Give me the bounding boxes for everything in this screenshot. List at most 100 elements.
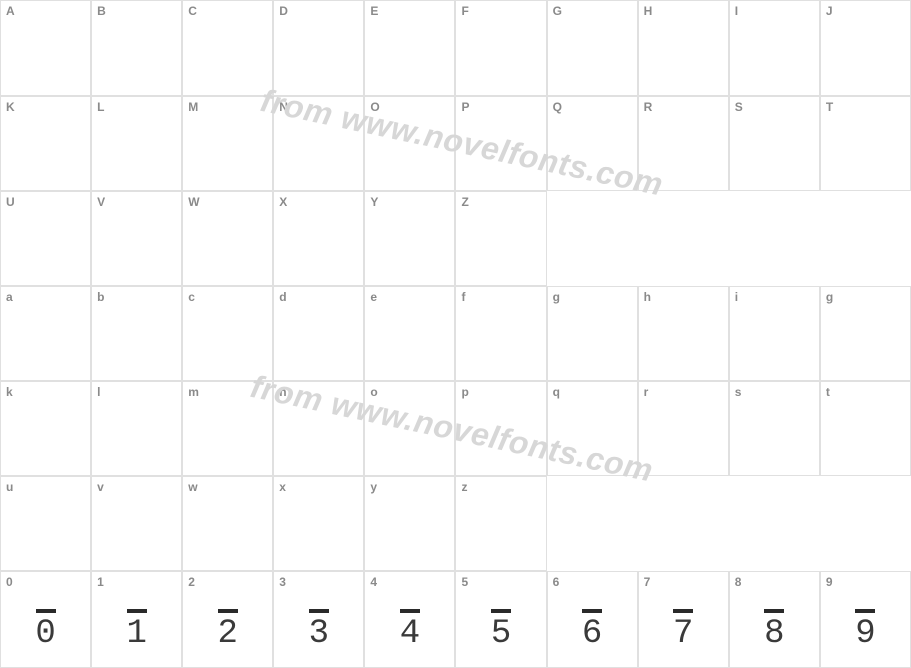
chart-cell: u <box>0 476 91 571</box>
cell-label: p <box>461 385 468 399</box>
glyph-area <box>274 192 363 285</box>
chart-cell: b <box>91 286 182 381</box>
chart-cell: 22 <box>182 571 273 668</box>
cell-label: I <box>735 4 738 18</box>
cell-label: 7 <box>644 575 651 589</box>
cell-label: O <box>370 100 379 114</box>
chart-cell: C <box>182 0 273 96</box>
glyph-area <box>730 477 819 570</box>
chart-cell: z <box>455 476 546 571</box>
glyph-area: 7 <box>639 572 728 667</box>
cell-label: w <box>188 480 197 494</box>
cell-label: c <box>188 290 195 304</box>
cell-label: u <box>6 480 13 494</box>
glyph-area <box>365 477 454 570</box>
chart-cell <box>729 476 820 571</box>
chart-cell: 66 <box>547 571 638 668</box>
glyph-area <box>456 97 545 190</box>
glyph-overline <box>764 609 784 613</box>
chart-cell <box>547 191 638 286</box>
chart-cell: s <box>729 381 820 476</box>
glyph: 8 <box>764 603 784 651</box>
cell-label: C <box>188 4 197 18</box>
cell-label: 1 <box>97 575 104 589</box>
cell-label: i <box>735 290 738 304</box>
chart-cell: B <box>91 0 182 96</box>
glyph-area <box>730 192 819 285</box>
glyph-area <box>92 97 181 190</box>
chart-row: 00112233445566778899 <box>0 571 911 668</box>
cell-label: X <box>279 195 287 209</box>
chart-cell: t <box>820 381 911 476</box>
glyph-char: 9 <box>855 615 875 653</box>
glyph-area: 0 <box>1 572 90 667</box>
cell-label: e <box>370 290 377 304</box>
cell-label: V <box>97 195 105 209</box>
glyph-char: 7 <box>673 615 693 653</box>
chart-cell: L <box>91 96 182 191</box>
chart-cell: 77 <box>638 571 729 668</box>
cell-label: v <box>97 480 104 494</box>
glyph-area <box>821 477 910 570</box>
glyph-overline <box>582 609 602 613</box>
glyph-area <box>821 382 910 475</box>
glyph-area <box>730 382 819 475</box>
cell-label: m <box>188 385 199 399</box>
chart-cell: p <box>455 381 546 476</box>
glyph-area <box>548 382 637 475</box>
chart-cell: g <box>820 286 911 381</box>
glyph-area <box>456 382 545 475</box>
chart-cell: V <box>91 191 182 286</box>
glyph-char: 1 <box>126 615 146 653</box>
glyph-overline <box>491 609 511 613</box>
cell-label: 9 <box>826 575 833 589</box>
glyph-area <box>821 97 910 190</box>
glyph-area <box>1 287 90 380</box>
cell-label: 5 <box>461 575 468 589</box>
cell-label: 3 <box>279 575 286 589</box>
chart-cell: y <box>364 476 455 571</box>
chart-cell: 00 <box>0 571 91 668</box>
glyph-area <box>456 287 545 380</box>
chart-row: klmnopqrst <box>0 381 911 476</box>
glyph-area <box>639 477 728 570</box>
cell-label: f <box>461 290 465 304</box>
chart-row: KLMNOPQRST <box>0 96 911 191</box>
chart-cell: h <box>638 286 729 381</box>
cell-label: q <box>553 385 560 399</box>
cell-label: L <box>97 100 104 114</box>
glyph-area <box>548 192 637 285</box>
glyph-area <box>821 192 910 285</box>
glyph-area <box>183 287 272 380</box>
glyph-area: 9 <box>821 572 910 667</box>
glyph: 4 <box>400 603 420 651</box>
cell-label: d <box>279 290 286 304</box>
cell-label: 0 <box>6 575 13 589</box>
chart-cell: 55 <box>455 571 546 668</box>
glyph-area <box>1 477 90 570</box>
chart-cell: i <box>729 286 820 381</box>
glyph: 6 <box>582 603 602 651</box>
cell-label: g <box>553 290 560 304</box>
chart-cell <box>638 476 729 571</box>
chart-cell: Q <box>547 96 638 191</box>
chart-row: UVWXYZ <box>0 191 911 286</box>
glyph-area <box>548 287 637 380</box>
chart-cell: T <box>820 96 911 191</box>
cell-label: K <box>6 100 15 114</box>
cell-label: l <box>97 385 100 399</box>
glyph: 9 <box>855 603 875 651</box>
glyph-area <box>456 477 545 570</box>
cell-label: b <box>97 290 104 304</box>
chart-cell: W <box>182 191 273 286</box>
glyph-area <box>274 382 363 475</box>
cell-label: M <box>188 100 198 114</box>
chart-row: ABCDEFGHIJ <box>0 0 911 96</box>
glyph-area <box>365 287 454 380</box>
glyph-area <box>274 287 363 380</box>
glyph-area <box>548 477 637 570</box>
chart-cell: a <box>0 286 91 381</box>
glyph-area <box>365 382 454 475</box>
cell-label: T <box>826 100 833 114</box>
cell-label: U <box>6 195 15 209</box>
